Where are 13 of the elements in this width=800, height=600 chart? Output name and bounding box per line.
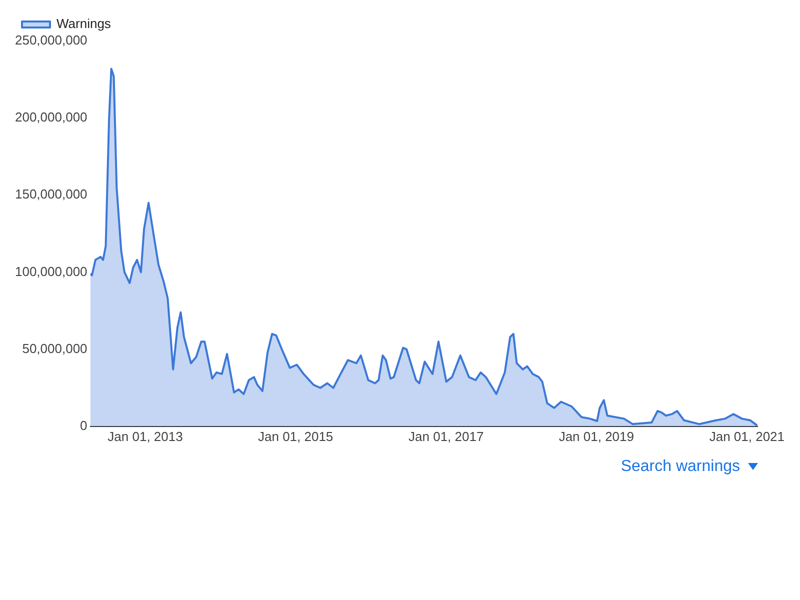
y-tick-label: 100,000,000 [14,264,88,279]
y-tick-label: 50,000,000 [22,340,88,356]
text: Search warnings [620,458,740,475]
x-tick-label: Jan 01, 2015 [258,428,334,444]
x-tick-label: Jan 01, 2013 [108,428,183,444]
y-tick-label: 0 [80,418,88,433]
legend-label: Warnings [56,16,112,32]
y-tick-label: 150,000,000 [14,186,88,202]
y-tick-label: 250,000,000 [14,32,88,48]
y-tick-label: 200,000,000 [14,110,88,125]
x-tick-label: Jan 01, 2017 [408,428,484,444]
x-tick-label: Jan 01, 2021 [709,428,785,444]
x-tick-label: Jan 01, 2019 [558,428,634,444]
